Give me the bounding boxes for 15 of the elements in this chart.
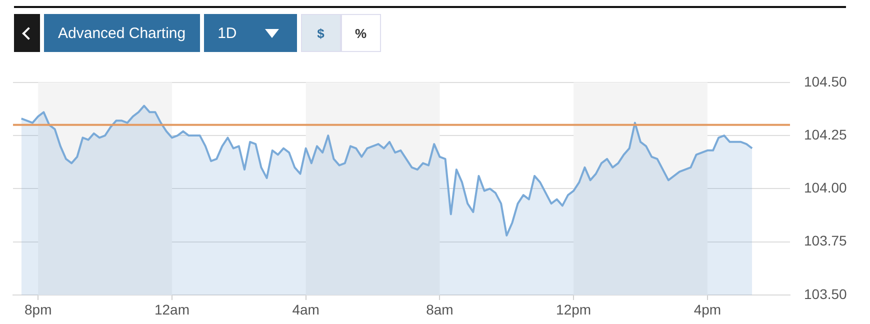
text: $ bbox=[317, 26, 324, 40]
y-tick-label: 103.75 bbox=[804, 232, 848, 249]
x-tick-label: 8pm bbox=[24, 301, 52, 318]
y-tick-label: 104.00 bbox=[804, 180, 848, 196]
x-tick-label: 4am bbox=[292, 301, 320, 318]
y-tick-label: 104.50 bbox=[804, 73, 848, 90]
text: Advanced Charting bbox=[58, 24, 186, 42]
x-tick-label: 12am bbox=[154, 301, 190, 318]
y-tick-label: 103.50 bbox=[804, 286, 848, 302]
x-tick-label: 12pm bbox=[556, 301, 592, 318]
x-tick-label: 4pm bbox=[694, 301, 722, 318]
x-tick-label: 8am bbox=[426, 301, 454, 318]
text: 1D bbox=[218, 24, 237, 42]
y-tick-label: 104.25 bbox=[804, 126, 848, 142]
text: % bbox=[355, 26, 367, 40]
